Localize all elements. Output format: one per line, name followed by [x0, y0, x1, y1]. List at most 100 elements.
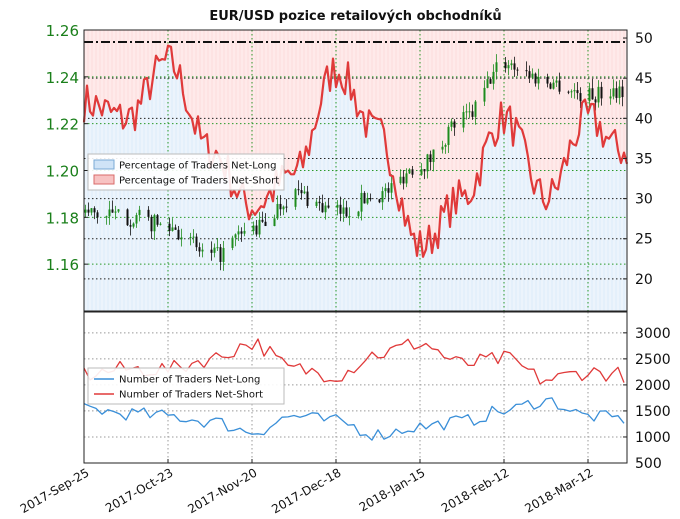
candle-body	[612, 88, 615, 97]
right-tick-label: 50	[635, 31, 653, 47]
legend-label: Percentage of Traders Net-Short	[119, 176, 279, 187]
candle-body	[594, 99, 597, 103]
candle-body	[201, 249, 204, 252]
area-hatching	[85, 30, 627, 311]
candle-body	[405, 173, 408, 184]
candle-body	[432, 149, 435, 163]
candle-body	[621, 86, 624, 98]
candle-body	[129, 225, 132, 227]
candle-body	[348, 216, 351, 218]
candle-body	[468, 111, 471, 113]
candle-body	[537, 76, 540, 84]
candle-body	[366, 198, 369, 204]
candle-body	[492, 71, 495, 84]
candle-body	[489, 79, 492, 84]
candle-body	[180, 237, 183, 240]
candle-body	[504, 62, 507, 69]
candle-body	[579, 93, 582, 102]
candle-body	[429, 154, 432, 163]
bottom-right-tick-label: 3000	[635, 326, 671, 342]
candle-body	[465, 111, 468, 113]
candle-body	[243, 230, 246, 234]
candle-body	[423, 169, 426, 172]
candle-body	[618, 86, 621, 98]
candle-body	[108, 209, 111, 217]
candle-body	[321, 203, 324, 213]
candle-body	[297, 189, 300, 191]
candle-body	[294, 189, 297, 207]
candle-body	[486, 79, 489, 88]
candle-body	[189, 236, 192, 238]
candle-body	[135, 215, 138, 224]
x-tick-label: 2018-Jan-15	[357, 465, 428, 514]
candle-body	[570, 91, 573, 93]
candle-body	[378, 199, 381, 203]
legend-box	[87, 153, 285, 191]
candle-body	[300, 190, 303, 194]
candle-body	[132, 223, 135, 227]
candle-body	[231, 237, 234, 248]
candle-body	[159, 223, 162, 225]
candle-body	[528, 71, 531, 78]
candle-body	[90, 208, 93, 213]
candle-body	[138, 209, 141, 216]
candle-body	[558, 80, 561, 92]
x-tick-label: 2017-Dec-18	[269, 465, 343, 516]
x-tick-label: 2017-Sep-25	[18, 465, 92, 516]
right-tick-label: 40	[635, 111, 653, 127]
candle-body	[279, 203, 282, 210]
bottom-right-tick-label: 500	[635, 456, 662, 472]
candle-body	[399, 176, 402, 184]
candle-body	[546, 76, 549, 84]
candle-body	[402, 176, 405, 184]
candle-body	[105, 216, 108, 218]
candle-body	[462, 112, 465, 128]
left-tick-label: 1.16	[46, 256, 79, 274]
right-tick-label: 35	[635, 151, 653, 167]
candle-body	[87, 209, 90, 213]
candle-body	[192, 236, 195, 238]
candle-body	[555, 80, 558, 83]
candle-body	[237, 231, 240, 235]
net-short-count-line	[83, 338, 625, 385]
candle-body	[531, 73, 534, 78]
candle-body	[336, 204, 339, 208]
candle-body	[324, 205, 327, 213]
candle-body	[525, 70, 528, 72]
candle-body	[117, 209, 120, 212]
candle-body	[516, 69, 519, 71]
candle-body	[483, 87, 486, 102]
bottom-right-tick-label: 2000	[635, 378, 671, 394]
left-tick-label: 1.20	[46, 163, 79, 181]
candle-body	[306, 191, 309, 206]
candle-body	[282, 206, 285, 210]
candle-body	[177, 229, 180, 240]
left-tick-label: 1.24	[46, 69, 79, 87]
net-long-area	[84, 45, 627, 311]
candle-body	[303, 191, 306, 194]
candle-body	[84, 209, 87, 213]
candle-body	[495, 62, 498, 72]
candle-body	[441, 146, 444, 150]
legend-label: Number of Traders Net-Short	[119, 390, 263, 401]
candle-body	[174, 227, 177, 230]
candle-body	[198, 247, 201, 252]
candle-body	[510, 63, 513, 66]
candle-body	[552, 82, 555, 89]
right-tick-label: 25	[635, 232, 653, 248]
candle-body	[276, 203, 279, 219]
right-tick-label: 30	[635, 192, 653, 208]
bottom-panel-frame	[83, 311, 628, 464]
bottom-legend: Number of Traders Net-Long Number of Trad…	[87, 367, 285, 405]
candle-body	[597, 86, 600, 103]
candle-body	[210, 249, 213, 253]
candle-body	[453, 121, 456, 128]
candle-body	[390, 183, 393, 193]
candle-body	[255, 225, 258, 235]
candle-body	[615, 88, 618, 98]
candle-body	[285, 206, 288, 208]
candle-body	[126, 209, 129, 226]
candle-body	[216, 247, 219, 249]
candle-body	[234, 234, 237, 238]
net-short-percent-line	[82, 44, 629, 258]
